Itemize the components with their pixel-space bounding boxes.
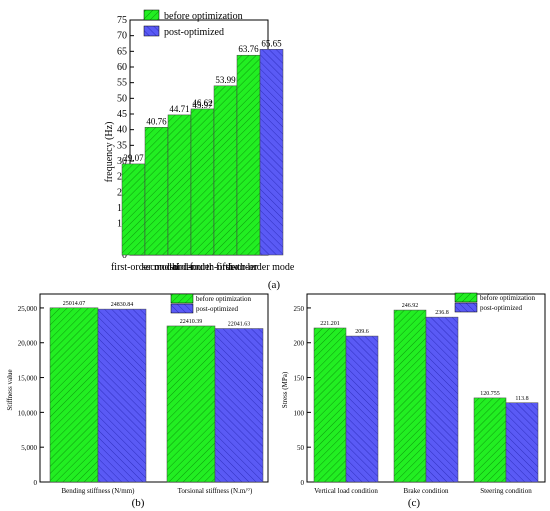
legend-label-before-a: before optimization	[164, 11, 243, 22]
bar-before-a	[144, 127, 169, 256]
x-tick-label-c: Brake condition	[404, 487, 449, 495]
bar-before-b	[49, 307, 99, 483]
legend-label-post-a: post-optimized	[164, 27, 224, 38]
bar-before-c	[473, 397, 507, 483]
bar-post-b	[97, 308, 147, 483]
bar-post-c	[425, 316, 459, 483]
y-tick-label-b: 10,000	[18, 409, 38, 417]
y-tick-label-a: 70	[117, 31, 127, 42]
y-tick-label-a: 65	[117, 46, 127, 57]
x-tick-label-b: Torsional stiffness (N.m/°)	[178, 487, 253, 495]
data-label-post-c: 209.6	[355, 329, 369, 335]
x-tick-label-a: first-order modal	[111, 262, 179, 273]
x-tick-label-b: Bending stiffness (N/mm)	[62, 487, 136, 495]
ylabel-a: frequency (Hz)	[104, 122, 115, 183]
legend-swatch-post-a	[143, 25, 160, 37]
data-label-before-a: 40.76	[146, 116, 167, 126]
y-tick-label-a: 0	[122, 250, 127, 261]
bar-before-c	[393, 309, 427, 483]
bar-before-c	[313, 327, 347, 483]
data-label-post-c: 236.8	[435, 310, 449, 316]
data-label-post-b: 24830.84	[111, 302, 134, 308]
y-tick-label-b: 20,000	[18, 340, 38, 348]
y-tick-label-a: 45	[117, 109, 127, 120]
bar-post-a	[259, 49, 284, 256]
legend-label-before-c: before optimization	[480, 294, 536, 302]
chart-frequency: frequency (Hz) 0510152025303540455055606…	[104, 9, 295, 291]
bar-post-c	[505, 402, 539, 483]
data-label-before-c: 221.201	[320, 321, 340, 327]
legend-swatch-post-b	[170, 303, 194, 314]
bar-before-a	[213, 85, 238, 256]
data-label-post-a: 65.65	[261, 38, 282, 48]
x-tick-label-a: third-order	[169, 262, 213, 273]
y-tick-label-b: 0	[34, 479, 38, 487]
y-tick-label-c: 100	[294, 409, 305, 417]
x-tick-label-a: fifth-order	[216, 262, 258, 273]
x-tick-label-a: sixth-order mode	[226, 262, 295, 273]
plot-area-b: 0 5,000 10,000 15,000 20,000 25,000 25014.07 24…	[18, 293, 269, 495]
x-tick-label-a: second-order	[142, 262, 195, 273]
legend-label-post-b: post-optimized	[196, 305, 238, 313]
legend-b: before optimization post-optimized	[170, 293, 252, 314]
legend-label-before-b: before optimization	[196, 295, 252, 303]
y-tick-label-b: 25,000	[18, 305, 38, 313]
x-tick-label-a: fourth-order	[190, 262, 240, 273]
data-label-before-a: 46.62	[192, 98, 212, 108]
legend-swatch-before-c	[454, 292, 478, 303]
panel-label-a: (a)	[268, 279, 281, 291]
data-label-post-b: 22041.63	[228, 322, 251, 328]
legend-a: before optimization post-optimized	[143, 9, 243, 38]
y-tick-label-b: 15,000	[18, 375, 38, 383]
plot-area-a: 05101520253035404550556065707529.0730.56…	[111, 15, 295, 273]
y-tick-label-b: 5,000	[21, 444, 37, 452]
bar-before-a	[121, 163, 146, 256]
data-label-before-a: 29.07	[123, 153, 144, 163]
legend-swatch-before-a	[143, 9, 160, 21]
data-label-post-c: 113.8	[515, 396, 528, 402]
panel-label-b: (b)	[132, 497, 145, 509]
chart-stress: Stress (MPa) 0 50 100 150 200 250 221.201 209.6…	[281, 292, 546, 509]
plot-area-c: 0 50 100 150 200 250 221.201 209.6 Vertical load…	[294, 293, 546, 495]
bar-before-b	[166, 325, 216, 483]
x-tick-label-c: Vertical load condition	[314, 487, 378, 495]
data-label-before-a: 44.71	[169, 104, 189, 114]
legend-swatch-before-b	[170, 293, 194, 304]
ylabel-c: Stress (MPa)	[281, 371, 289, 408]
y-tick-label-c: 50	[297, 444, 305, 452]
y-tick-label-a: 50	[117, 93, 127, 104]
y-tick-label-a: 30	[117, 156, 127, 167]
bar-before-a	[167, 114, 192, 256]
legend-label-post-c: post-optimized	[480, 304, 522, 312]
y-tick-label-a: 75	[117, 15, 127, 26]
bar-before-a	[236, 54, 261, 256]
x-tick-label-c: Steering condition	[480, 487, 532, 495]
ylabel-b: Stiffness value	[6, 369, 14, 410]
bar-before-a	[190, 108, 215, 256]
y-tick-label-a: 60	[117, 62, 127, 73]
bar-post-b	[214, 328, 264, 483]
data-label-before-a: 63.76	[238, 44, 259, 54]
y-tick-label-a: 40	[117, 125, 127, 136]
y-tick-label-c: 0	[301, 479, 305, 487]
data-label-before-b: 25014.07	[63, 301, 86, 307]
data-label-before-b: 22410.39	[180, 319, 203, 325]
y-tick-label-a: 55	[117, 78, 127, 89]
bar-post-c	[345, 335, 379, 483]
y-tick-label-a: 35	[117, 140, 127, 151]
chart-stiffness: Stiffness value 0 5,000 10,000 15,000 20,000…	[6, 293, 269, 509]
data-label-post-a: 45.97	[192, 100, 213, 110]
data-label-before-c: 246.92	[402, 303, 419, 309]
y-tick-label-c: 200	[294, 340, 305, 348]
data-label-before-c: 120.755	[480, 391, 500, 397]
data-label-before-a: 53.99	[215, 75, 236, 85]
legend-swatch-post-c	[454, 302, 478, 313]
plot-frame-b	[39, 293, 269, 483]
y-tick-label-c: 250	[294, 305, 305, 313]
legend-c: before optimization post-optimized	[454, 292, 536, 313]
y-tick-label-c: 150	[294, 375, 305, 383]
panel-label-c: (c)	[408, 497, 421, 509]
